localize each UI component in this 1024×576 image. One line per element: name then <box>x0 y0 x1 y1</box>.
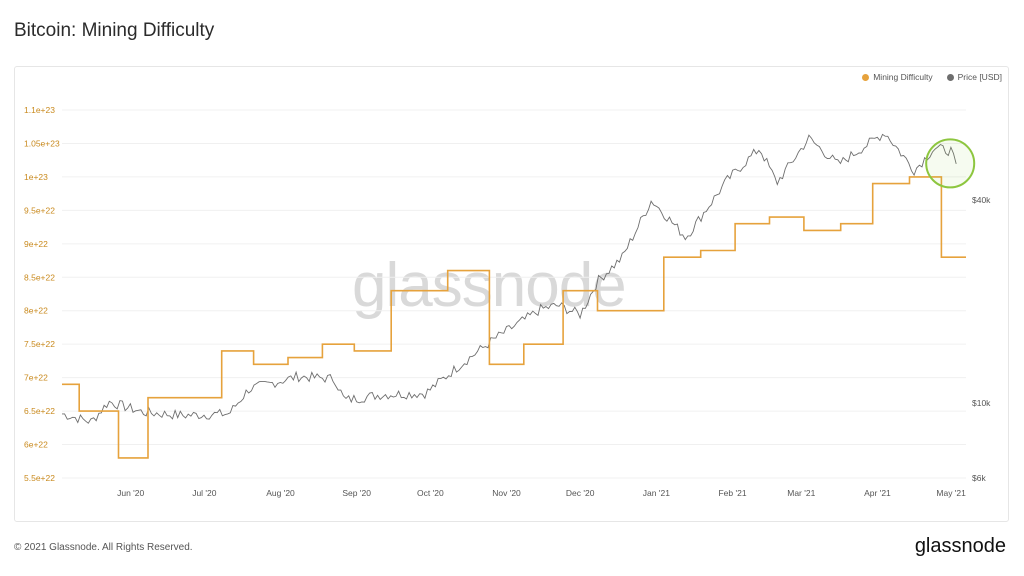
x-axis-tick-label: Oct '20 <box>417 488 444 498</box>
x-axis-tick-label: Mar '21 <box>787 488 815 498</box>
legend-item-mining-difficulty[interactable]: Mining Difficulty <box>862 72 933 82</box>
x-axis-tick-label: Jun '20 <box>117 488 144 498</box>
x-axis-tick-label: Sep '20 <box>342 488 371 498</box>
legend-dot-price <box>946 73 954 81</box>
x-axis-tick-label: Jan '21 <box>643 488 670 498</box>
left-axis-tick-label: 7.5e+22 <box>24 339 55 349</box>
left-axis-tick-label: 8e+22 <box>24 306 48 316</box>
x-axis-tick-label: Nov '20 <box>492 488 521 498</box>
left-axis-tick-label: 8.5e+22 <box>24 272 55 282</box>
right-axis-tick-label: $40k <box>972 195 991 205</box>
left-axis-tick-label: 7e+22 <box>24 373 48 383</box>
x-axis-tick-label: Feb '21 <box>718 488 746 498</box>
footer-brand-logo[interactable]: glassnode <box>914 535 1006 557</box>
page-title: Bitcoin: Mining Difficulty <box>14 20 215 41</box>
chart-legend: Mining Difficulty Price [USD] <box>862 72 1002 82</box>
left-axis-tick-label: 1e+23 <box>24 172 48 182</box>
x-axis-tick-label: Jul '20 <box>192 488 217 498</box>
legend-label-difficulty: Mining Difficulty <box>873 72 933 82</box>
right-axis-tick-label: $6k <box>972 473 986 483</box>
left-axis-tick-label: 1.1e+23 <box>24 105 55 115</box>
left-axis-tick-label: 9.5e+22 <box>24 205 55 215</box>
highlight-circle <box>925 138 976 189</box>
right-axis-tick-label: $10k <box>972 398 991 408</box>
legend-item-price[interactable]: Price [USD] <box>946 72 1002 82</box>
left-axis-tick-label: 6.5e+22 <box>24 406 55 416</box>
price-series-line <box>62 133 957 424</box>
x-axis-tick-label: Dec '20 <box>566 488 595 498</box>
left-axis-tick-label: 9e+22 <box>24 239 48 249</box>
left-axis-tick-label: 6e+22 <box>24 440 48 450</box>
chart-frame <box>14 66 1009 522</box>
x-axis-tick-label: Apr '21 <box>864 488 891 498</box>
x-axis-tick-label: May '21 <box>936 488 966 498</box>
footer-copyright: © 2021 Glassnode. All Rights Reserved. <box>14 542 193 553</box>
left-axis-tick-label: 1.05e+23 <box>24 138 60 148</box>
legend-label-price: Price [USD] <box>957 72 1002 82</box>
left-axis-tick-label: 5.5e+22 <box>24 473 55 483</box>
x-axis-tick-label: Aug '20 <box>266 488 295 498</box>
legend-dot-difficulty <box>862 73 870 81</box>
